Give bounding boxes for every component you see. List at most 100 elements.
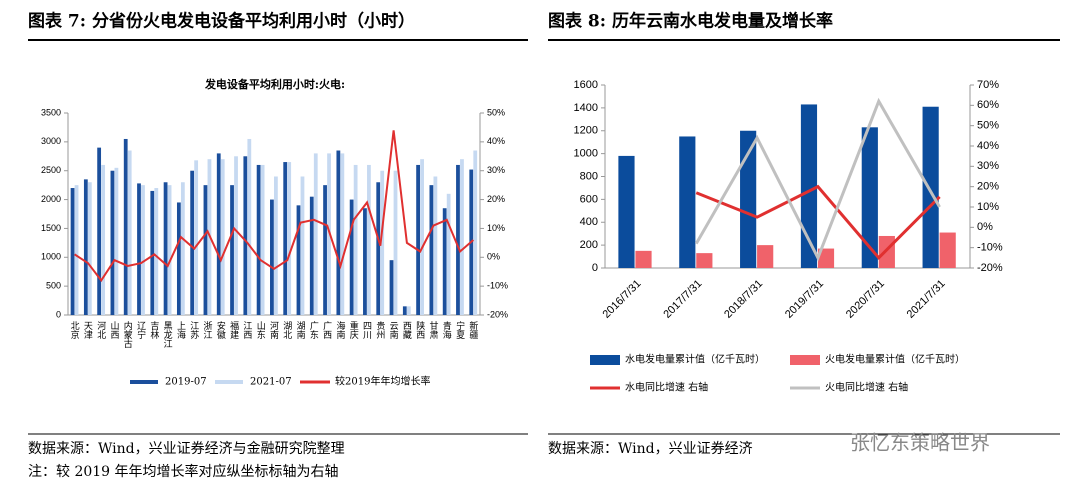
x-tick-label: 2018/7/31	[722, 278, 765, 321]
line	[694, 97, 941, 262]
bar	[393, 170, 398, 315]
header: 图表 7: 分省份火电发电设备平均利用小时（小时）	[28, 11, 415, 32]
bar	[340, 153, 345, 315]
x-tick-label: 2021/7/31	[905, 278, 948, 321]
bar	[380, 170, 385, 315]
x-tick-label: 2016/7/31	[601, 278, 644, 321]
x-tick-label: 四川	[362, 321, 372, 339]
legend-label: 水电同比增速 右轴	[625, 381, 708, 394]
x-tick-label: 湖北	[282, 321, 292, 340]
x-tick-label: 辽宁	[136, 321, 146, 339]
legend-swatch	[590, 355, 620, 365]
bar	[137, 183, 141, 315]
y2-tick-label: 10%	[487, 223, 505, 233]
bar	[939, 232, 956, 268]
bar	[433, 176, 438, 315]
x-tick-label: 湖南	[296, 321, 306, 339]
y2-tick-label: 50%	[487, 107, 505, 117]
y2-tick-label: -20%	[487, 309, 508, 319]
bar	[473, 150, 478, 315]
bar	[190, 170, 195, 315]
bar	[349, 199, 354, 315]
bar	[353, 164, 358, 315]
bar	[740, 130, 757, 268]
bar	[141, 185, 145, 315]
x-tick-label: 浙江	[203, 320, 213, 340]
legend-swatch	[130, 380, 158, 384]
x-tick-label: 2017/7/31	[661, 278, 704, 321]
x-tick-label: 北京	[70, 321, 80, 340]
bar	[389, 260, 394, 315]
x-tick-label: 江苏	[189, 321, 199, 340]
bar	[456, 164, 460, 315]
x-tick-label: 甘肃	[428, 320, 438, 340]
bar	[800, 104, 818, 268]
bar	[203, 185, 208, 315]
bar	[367, 164, 371, 315]
bar	[618, 155, 635, 268]
x-tick-label: 海南	[335, 320, 345, 339]
y-tick-label: 0	[56, 309, 61, 319]
bar	[420, 159, 424, 315]
bar	[260, 164, 265, 315]
bar	[150, 190, 155, 315]
watermark: 张忆东策略世界	[850, 431, 990, 455]
source: 数据来源：Wind，兴业证券经济与金融研究院整理	[28, 441, 345, 457]
bar	[446, 193, 451, 315]
bar	[406, 306, 411, 315]
bar	[296, 205, 301, 315]
x-tick-label: 山东	[256, 321, 266, 339]
bar	[97, 147, 102, 315]
y-tick-label: 1200	[574, 125, 598, 137]
x-tick-label: 天津	[83, 321, 93, 340]
y-tick-label: 600	[580, 193, 598, 205]
bar	[270, 199, 274, 315]
x-tick-label: 广东	[309, 320, 319, 339]
y2-tick-label: 70%	[977, 79, 999, 91]
y2-tick-label: -20%	[977, 262, 1003, 274]
bar	[127, 150, 132, 315]
bar	[87, 182, 92, 315]
x-tick-label: 重庆	[349, 320, 359, 340]
x-tick-label: 贵州	[375, 320, 385, 339]
bar	[167, 185, 172, 315]
y2-tick-label: 30%	[487, 165, 505, 175]
bar	[83, 179, 88, 315]
bar	[757, 245, 774, 268]
y-tick-label: 3500	[41, 107, 61, 117]
x-tick-label: 内蒙古	[123, 320, 133, 349]
x-tick-label: 河北	[96, 320, 106, 340]
header: 图表 8: 历年云南水电发电量及增长率	[548, 11, 833, 32]
bar	[376, 182, 381, 315]
bar	[180, 182, 185, 315]
x-tick-label: 上海	[176, 321, 186, 340]
x-tick-label: 山西	[110, 321, 120, 340]
bar	[300, 176, 305, 315]
x-tick-label: 黑龙江	[163, 321, 173, 349]
source: 数据来源：Wind，兴业证券经济	[548, 441, 753, 457]
y2-tick-label: -10%	[487, 281, 508, 291]
bar	[283, 162, 288, 315]
x-tick-label: 吉林	[149, 321, 159, 340]
chart-title: 发电设备平均利用小时:火电:	[204, 77, 345, 91]
x-tick-label: 江西	[242, 321, 252, 340]
bar	[817, 248, 835, 268]
bar	[402, 306, 407, 315]
x-tick-label: 西藏	[402, 321, 412, 340]
bar	[429, 185, 434, 315]
y2-tick-label: 30%	[977, 160, 999, 172]
y2-tick-label: 40%	[977, 140, 999, 152]
bar	[114, 167, 119, 315]
bar	[234, 156, 238, 315]
y-tick-label: 2000	[41, 194, 61, 204]
bar	[323, 185, 327, 315]
bar	[274, 176, 278, 315]
legend-label: 2021-07	[250, 377, 292, 388]
y-tick-label: 3000	[41, 136, 61, 146]
x-tick-label: 福建	[229, 320, 239, 340]
y-tick-label: 1000	[574, 148, 598, 160]
line	[74, 130, 475, 283]
y2-tick-label: -10%	[977, 242, 1003, 254]
y-tick-label: 1000	[41, 252, 61, 262]
